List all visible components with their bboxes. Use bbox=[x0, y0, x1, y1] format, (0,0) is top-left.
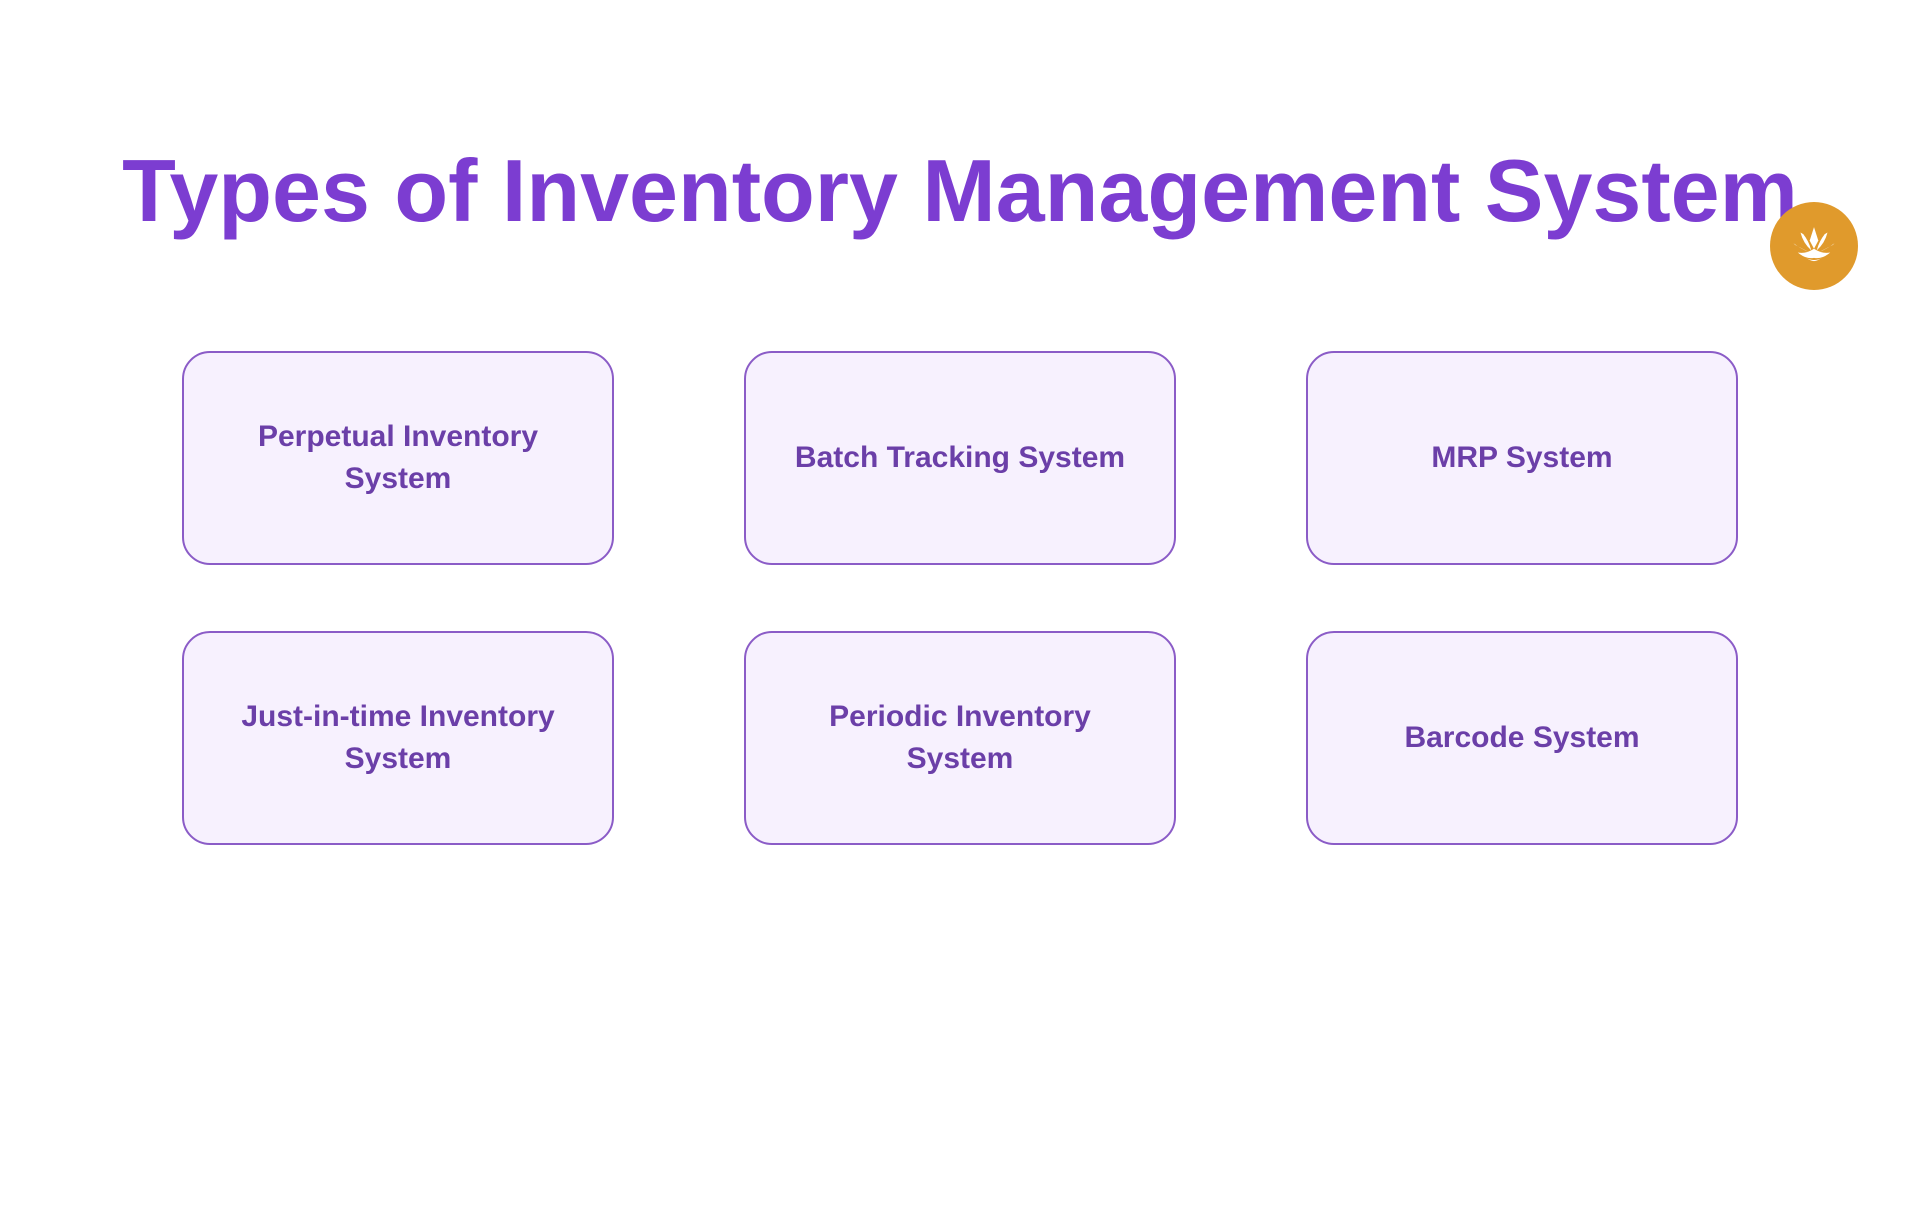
lotus-icon bbox=[1787, 219, 1841, 273]
card-label: Batch Tracking System bbox=[795, 437, 1125, 479]
page-title: Types of Inventory Management System bbox=[0, 140, 1920, 241]
card-label: MRP System bbox=[1431, 437, 1612, 479]
lotus-logo bbox=[1770, 202, 1858, 290]
card-label: Periodic Inventory System bbox=[786, 696, 1134, 780]
card-barcode: Barcode System bbox=[1306, 631, 1738, 845]
card-periodic-inventory: Periodic Inventory System bbox=[744, 631, 1176, 845]
card-grid: Perpetual Inventory System Batch Trackin… bbox=[0, 351, 1920, 845]
card-label: Perpetual Inventory System bbox=[224, 416, 572, 500]
card-label: Just-in-time Inventory System bbox=[224, 696, 572, 780]
card-jit-inventory: Just-in-time Inventory System bbox=[182, 631, 614, 845]
card-batch-tracking: Batch Tracking System bbox=[744, 351, 1176, 565]
card-perpetual-inventory: Perpetual Inventory System bbox=[182, 351, 614, 565]
card-mrp: MRP System bbox=[1306, 351, 1738, 565]
card-label: Barcode System bbox=[1404, 717, 1639, 759]
